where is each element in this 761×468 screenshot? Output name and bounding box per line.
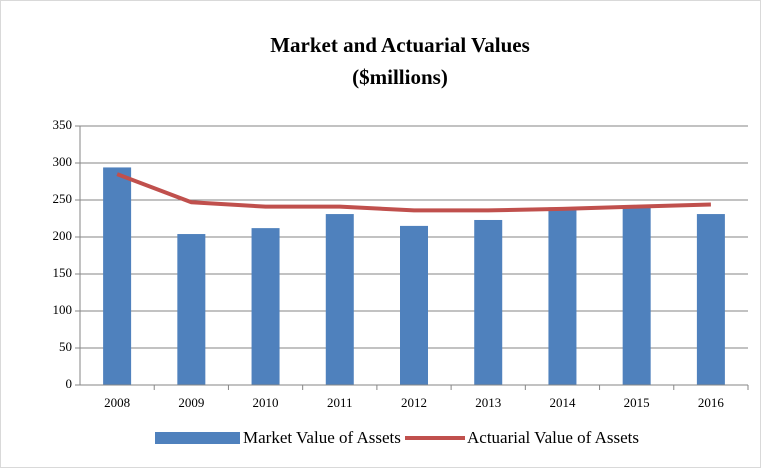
- bar: [251, 228, 280, 385]
- x-tick-label: 2013: [475, 395, 501, 410]
- legend-label: Actuarial Value of Assets: [467, 428, 639, 447]
- bar: [103, 167, 132, 385]
- x-tick-label: 2012: [401, 395, 427, 410]
- y-tick-label: 100: [53, 302, 73, 317]
- line: [116, 172, 711, 213]
- x-tick-label: 2010: [253, 395, 279, 410]
- x-tick-label: 2008: [104, 395, 130, 410]
- y-tick-label: 300: [53, 154, 73, 169]
- y-tick-label: 250: [53, 191, 73, 206]
- y-tick-label: 150: [53, 265, 73, 280]
- y-tick-label: 50: [59, 339, 72, 354]
- legend-label: Market Value of Assets: [243, 428, 401, 447]
- chart-subtitle: ($millions): [352, 65, 448, 89]
- x-tick-label: 2016: [698, 395, 725, 410]
- bar: [696, 214, 725, 385]
- legend-swatch: [155, 432, 240, 444]
- bar: [622, 207, 651, 385]
- bar: [325, 214, 354, 385]
- x-tick-label: 2015: [624, 395, 650, 410]
- bar: [177, 234, 206, 385]
- y-tick-label: 200: [53, 228, 73, 243]
- x-tick-label: 2014: [549, 395, 576, 410]
- bar: [474, 219, 503, 385]
- x-tick-label: 2009: [178, 395, 204, 410]
- bar: [400, 225, 428, 385]
- y-tick-label: 350: [53, 117, 73, 132]
- x-tick-label: 2011: [327, 395, 353, 410]
- y-tick-label: 0: [66, 376, 73, 391]
- chart-title: Market and Actuarial Values: [270, 33, 530, 57]
- bar: [548, 207, 577, 385]
